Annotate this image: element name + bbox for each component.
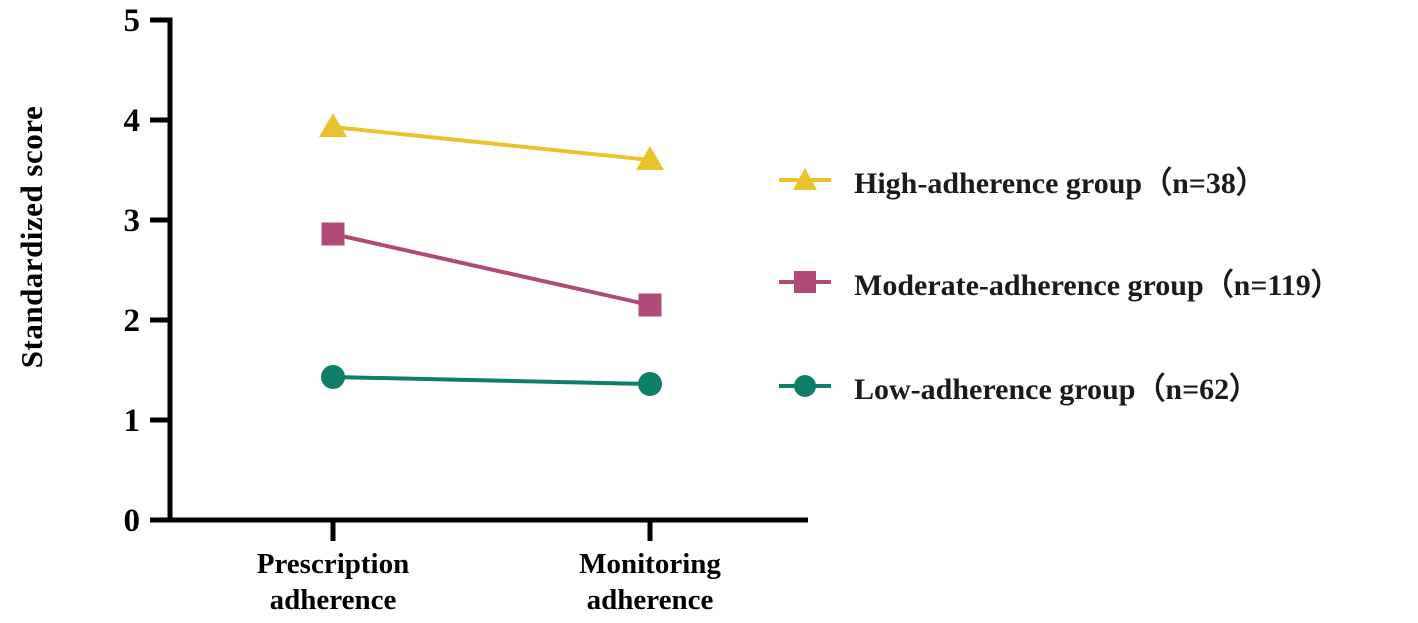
y-tick-label: 5 [124,3,141,39]
series-0-triangle-marker-icon [319,113,347,137]
y-tick-label: 4 [124,103,141,139]
series-2-circle-marker-icon [638,372,662,396]
circle-legend-marker-icon [779,375,831,397]
legend-item: High-adherence group（n=38） [778,152,1266,208]
y-tick-label: 1 [124,403,141,439]
y-tick-label: 0 [124,503,141,539]
series-1-square-marker-icon [321,222,345,246]
series-line-2 [332,375,651,386]
y-tick-label: 2 [124,303,141,339]
legend-item: Moderate-adherence group（n=119） [778,254,1341,310]
legend: High-adherence group（n=38） Moderate-adher… [778,0,1418,623]
series-line-1 [332,232,651,307]
legend-label: Low-adherence group（n=62） [854,373,1260,406]
triangle-icon [793,168,817,190]
series-line-0 [332,125,651,162]
square-icon [794,271,816,293]
x-axis-category-label: Prescription adherence [256,548,410,616]
series-1-square-marker-icon [638,293,662,317]
x-axis-category-label: Monitoring adherence [579,548,721,616]
legend-label: Moderate-adherence group（n=119） [854,269,1341,302]
y-tick-label: 3 [124,203,141,239]
legend-label: High-adherence group（n=38） [854,167,1266,200]
legend-item: Low-adherence group（n=62） [778,358,1259,414]
series-0-triangle-marker-icon [636,146,664,170]
circle-icon [794,375,816,397]
series-2-circle-marker-icon [321,365,345,389]
square-legend-marker-icon [779,271,831,293]
triangle-legend-marker-icon [779,168,831,190]
